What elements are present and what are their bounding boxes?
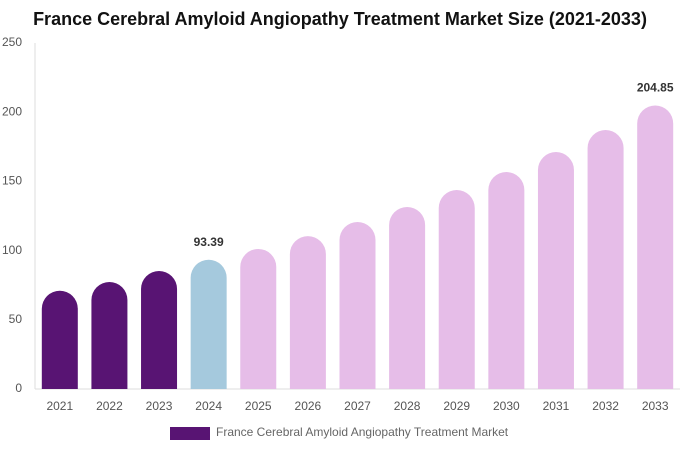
x-tick-label: 2024: [195, 399, 222, 413]
bar: [289, 236, 326, 389]
bar: [537, 152, 574, 389]
bar: [438, 189, 475, 389]
data-label: 204.85: [637, 81, 674, 95]
legend-label: France Cerebral Amyloid Angiopathy Treat…: [216, 425, 509, 439]
bar: [240, 248, 277, 389]
y-tick-label: 50: [9, 312, 23, 326]
bar: [389, 207, 426, 389]
bar: [91, 282, 128, 389]
x-tick-label: 2025: [245, 399, 272, 413]
y-tick-label: 250: [2, 35, 22, 49]
bar: [637, 105, 674, 389]
bar: [339, 221, 376, 389]
x-tick-label: 2030: [493, 399, 520, 413]
data-label: 93.39: [194, 235, 224, 249]
bar: [41, 290, 78, 389]
x-tick-label: 2026: [295, 399, 322, 413]
bar: [190, 259, 227, 389]
x-tick-label: 2022: [96, 399, 123, 413]
y-tick-label: 0: [15, 381, 22, 395]
x-tick-label: 2023: [146, 399, 173, 413]
x-tick-label: 2033: [642, 399, 669, 413]
x-tick-label: 2028: [394, 399, 421, 413]
x-tick-label: 2027: [344, 399, 371, 413]
y-tick-label: 200: [2, 104, 22, 118]
bar: [488, 172, 525, 389]
y-tick-label: 100: [2, 243, 22, 257]
chart-title: France Cerebral Amyloid Angiopathy Treat…: [33, 9, 647, 29]
x-tick-label: 2031: [543, 399, 570, 413]
bar: [587, 130, 624, 389]
x-tick-label: 2029: [443, 399, 470, 413]
bar: [141, 270, 178, 389]
y-tick-label: 150: [2, 174, 22, 188]
x-tick-label: 2032: [592, 399, 619, 413]
x-tick-label: 2021: [46, 399, 73, 413]
legend-swatch: [170, 427, 210, 440]
